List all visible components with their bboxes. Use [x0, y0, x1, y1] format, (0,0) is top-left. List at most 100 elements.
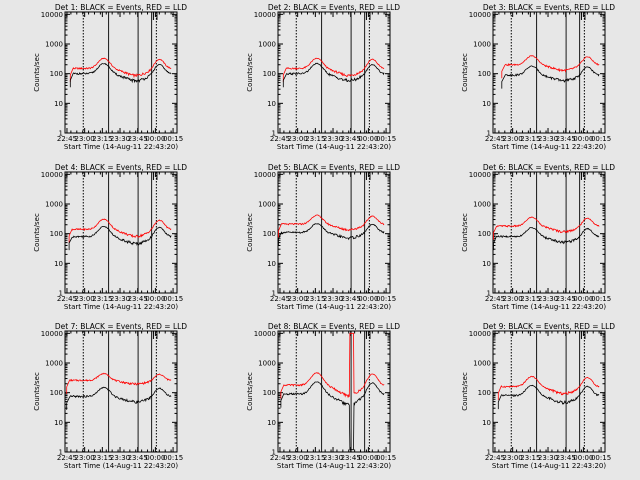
- x-tick-label: 00:15: [591, 454, 611, 462]
- y-tick-label: 10: [482, 419, 491, 427]
- y-tick-label: 10000: [469, 11, 491, 19]
- x-tick-label: 23:30: [323, 135, 343, 143]
- x-axis-label: Start Time (14-Aug-11 22:43:20): [277, 143, 391, 151]
- panel-det-8: Det 8: BLACK = Events, RED = LLD 1 10 100 10…: [246, 322, 400, 470]
- x-tick-label: 23:15: [92, 295, 112, 303]
- y-tick-label: 1000: [45, 41, 63, 49]
- x-tick-label: 22:45: [485, 295, 505, 303]
- y-axis-label: Counts/sec: [461, 213, 469, 252]
- panel-det-6: Det 6: BLACK = Events, RED = LLD 1 10 100 10…: [461, 163, 615, 311]
- y-tick-label: 1: [59, 290, 63, 298]
- series-events: [68, 225, 172, 251]
- y-tick-label: 1: [59, 449, 63, 457]
- series-events: [282, 62, 385, 88]
- y-tick-label: 10000: [469, 171, 491, 179]
- series-events: [497, 384, 600, 410]
- series-lld: [497, 375, 600, 401]
- y-tick-label: 10000: [254, 171, 276, 179]
- y-tick-label: 10000: [41, 330, 63, 338]
- panel-title: Det 4: BLACK = Events, RED = LLD: [55, 163, 187, 172]
- y-tick-label: 1: [272, 449, 276, 457]
- series-lld: [493, 216, 600, 240]
- y-tick-label: 1: [487, 449, 491, 457]
- series-lld: [66, 372, 172, 394]
- x-tick-label: 23:15: [92, 135, 112, 143]
- x-tick-label: 23:15: [520, 135, 540, 143]
- x-tick-label: 23:30: [538, 135, 558, 143]
- y-tick-label: 10000: [41, 11, 63, 19]
- x-tick-label: 23:15: [305, 135, 325, 143]
- y-tick-label: 1000: [258, 201, 276, 209]
- plot-frame: [492, 11, 606, 134]
- series-events: [501, 65, 600, 89]
- x-tick-label: 00:15: [591, 295, 611, 303]
- y-tick-label: 100: [478, 70, 491, 78]
- y-tick-label: 100: [263, 230, 276, 238]
- series-lld: [280, 332, 385, 399]
- x-axis-label: Start Time (14-Aug-11 22:43:20): [492, 303, 606, 311]
- x-tick-label: 00:15: [163, 295, 183, 303]
- x-tick-label: 23:00: [75, 295, 95, 303]
- x-tick-label: 23:00: [503, 454, 523, 462]
- series-events: [493, 227, 600, 251]
- panel-det-2: Det 2: BLACK = Events, RED = LLD 1 10 100 10…: [246, 3, 400, 151]
- x-tick-label: 22:45: [270, 454, 290, 462]
- x-tick-label: 23:45: [341, 135, 361, 143]
- panel-title: Det 1: BLACK = Events, RED = LLD: [55, 3, 187, 12]
- y-tick-label: 1000: [45, 360, 63, 368]
- y-tick-label: 10000: [41, 171, 63, 179]
- x-tick-label: 00:15: [163, 454, 183, 462]
- x-axis-label: Start Time (14-Aug-11 22:43:20): [277, 303, 391, 311]
- x-tick-label: 23:30: [538, 454, 558, 462]
- panel-title: Det 8: BLACK = Events, RED = LLD: [268, 322, 400, 331]
- x-axis-label: Start Time (14-Aug-11 22:43:20): [277, 462, 391, 470]
- x-tick-label: 23:45: [341, 295, 361, 303]
- y-tick-label: 10: [54, 260, 63, 268]
- panel-det-7: Det 7: BLACK = Events, RED = LLD 1 10 100 10…: [33, 322, 187, 470]
- y-tick-label: 10: [54, 419, 63, 427]
- y-tick-label: 10000: [254, 11, 276, 19]
- series-events: [66, 386, 172, 410]
- y-axis-label: Counts/sec: [461, 53, 469, 92]
- x-tick-label: 00:00: [145, 295, 165, 303]
- x-tick-label: 23:30: [323, 454, 343, 462]
- x-tick-label: 23:45: [556, 135, 576, 143]
- x-tick-label: 23:30: [110, 295, 130, 303]
- y-tick-label: 1: [272, 130, 276, 138]
- y-tick-label: 10: [482, 260, 491, 268]
- panel-det-1: Det 1: BLACK = Events, RED = LLD 1 10 100 10…: [33, 3, 187, 151]
- y-tick-label: 100: [50, 389, 63, 397]
- x-tick-label: 22:45: [57, 454, 77, 462]
- x-tick-label: 23:30: [538, 295, 558, 303]
- series-lld: [282, 57, 385, 82]
- plot-frame: [492, 171, 606, 294]
- x-tick-label: 00:00: [358, 295, 378, 303]
- y-tick-label: 10: [54, 100, 63, 108]
- y-tick-label: 10: [267, 260, 276, 268]
- plot-frame: [64, 171, 178, 294]
- y-tick-label: 1000: [473, 201, 491, 209]
- x-tick-label: 23:45: [556, 295, 576, 303]
- y-axis-label: Counts/sec: [246, 372, 254, 411]
- plot-frame: [277, 171, 391, 294]
- x-tick-label: 23:00: [288, 295, 308, 303]
- x-tick-label: 00:00: [573, 454, 593, 462]
- x-tick-label: 00:00: [358, 454, 378, 462]
- panel-det-3: Det 3: BLACK = Events, RED = LLD 1 10 100 10…: [461, 3, 615, 151]
- y-axis-label: Counts/sec: [33, 213, 41, 252]
- y-tick-label: 100: [50, 70, 63, 78]
- x-tick-label: 00:00: [573, 295, 593, 303]
- x-axis-label: Start Time (14-Aug-11 22:43:20): [492, 462, 606, 470]
- y-tick-label: 100: [263, 389, 276, 397]
- y-tick-label: 1: [59, 130, 63, 138]
- y-tick-label: 10: [267, 100, 276, 108]
- x-tick-label: 00:15: [163, 135, 183, 143]
- plot-frame: [492, 330, 606, 453]
- panel-title: Det 6: BLACK = Events, RED = LLD: [483, 163, 615, 172]
- y-tick-label: 1000: [258, 360, 276, 368]
- x-tick-label: 23:00: [75, 454, 95, 462]
- x-tick-label: 23:15: [305, 454, 325, 462]
- series-lld: [278, 214, 385, 238]
- x-tick-label: 23:15: [520, 454, 540, 462]
- x-tick-label: 23:00: [75, 135, 95, 143]
